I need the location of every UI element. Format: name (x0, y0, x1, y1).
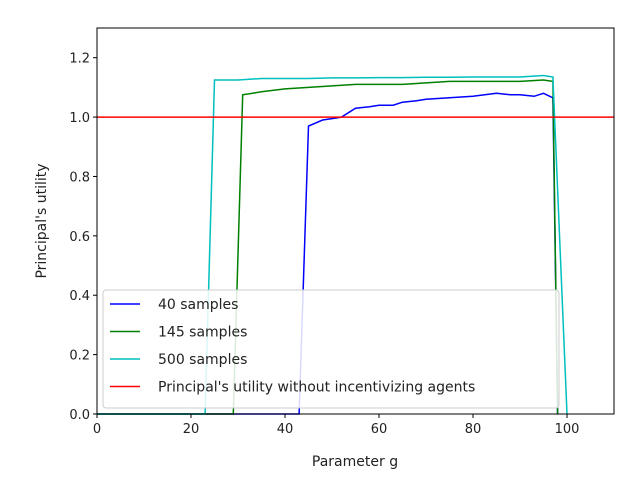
y-tick-label-2: 0.4 (69, 289, 90, 304)
legend-label-3: Principal's utility without incentivizin… (158, 380, 475, 396)
y-tick-label-3: 0.6 (69, 230, 90, 245)
y-tick-label-1: 0.2 (69, 349, 90, 364)
y-axis-label: Principal's utility (34, 163, 50, 278)
y-tick-label-4: 0.8 (69, 170, 90, 185)
x-tick-label-1: 20 (183, 422, 200, 437)
series-line-2 (97, 74, 568, 415)
legend-box (102, 289, 560, 409)
series-line-0 (97, 92, 559, 415)
x-tick-label-4: 80 (465, 422, 482, 437)
legend-label-2: 500 samples (158, 352, 247, 368)
x-axis-label: Parameter g (312, 454, 398, 470)
plot-frame (96, 27, 615, 415)
x-tick-label-3: 60 (371, 422, 388, 437)
plot-area: 0 20 40 60 80 100 0.0 0.2 0.4 0.6 0.8 1.0 1.2 40 samp… (69, 27, 615, 437)
legend-label-0: 40 samples (158, 297, 238, 313)
y-tick-label-0: 0.0 (69, 408, 90, 423)
x-tick-label-5: 100 (555, 422, 580, 437)
legend-label-1: 145 samples (158, 325, 247, 341)
y-tick-label-5: 1.0 (69, 111, 90, 126)
x-tick-label-2: 40 (277, 422, 294, 437)
series-line-1 (97, 79, 559, 415)
y-tick-label-6: 1.2 (69, 52, 90, 67)
x-tick-label-0: 0 (93, 422, 101, 437)
